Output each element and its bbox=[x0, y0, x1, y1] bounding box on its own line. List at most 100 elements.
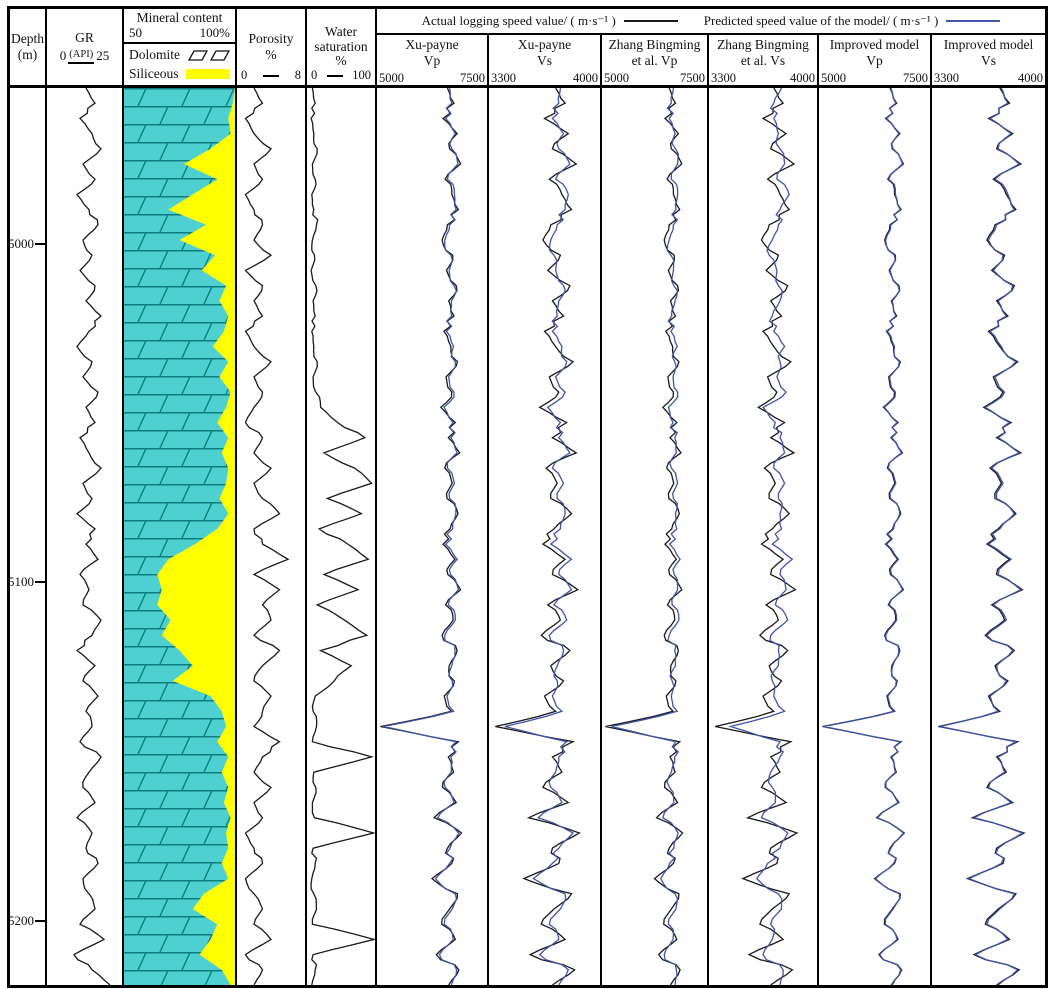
track-scale-max: 4000 bbox=[790, 70, 815, 85]
track-title-line1: Xu-payne bbox=[405, 37, 459, 52]
track-scale-min: 3300 bbox=[934, 70, 959, 85]
gr-track bbox=[47, 88, 124, 985]
zhang-vs-track bbox=[709, 88, 819, 985]
gr-plot bbox=[73, 88, 111, 985]
water-scale-min: 0 bbox=[311, 68, 318, 82]
depth-tick-mark bbox=[35, 919, 45, 922]
track-scale-max: 7500 bbox=[680, 70, 705, 85]
track-title-zhang-vp: Zhang Bingming et al. Vp 5000 7500 bbox=[602, 35, 709, 85]
depth-tick-mark bbox=[35, 242, 45, 245]
improved-model-vp-track bbox=[819, 88, 932, 985]
track-scale-max: 4000 bbox=[573, 70, 598, 85]
track-scale-max: 7500 bbox=[460, 70, 485, 85]
porosity-scale-min: 0 bbox=[241, 68, 248, 82]
mineral-scale-max: 100% bbox=[199, 24, 230, 40]
xu-payne-vp-track bbox=[377, 88, 489, 985]
water-unit: % bbox=[335, 53, 347, 69]
track-title-line2: Vs bbox=[536, 52, 552, 68]
depth-track: 5000 5100 5200 bbox=[10, 88, 47, 985]
track-title-line2: Vp bbox=[866, 52, 883, 68]
track-title-line1: Improved model bbox=[943, 37, 1034, 52]
track-scale-max: 7500 bbox=[903, 70, 928, 85]
track-title-line2: Vs bbox=[980, 52, 996, 68]
gr-header: GR 0 (API) 25 bbox=[47, 9, 124, 88]
track-scale-min: 3300 bbox=[491, 70, 516, 85]
siliceous-fill bbox=[157, 88, 235, 985]
actual-speed-legend-label: Actual logging speed value/ ( m·s⁻¹ ) bbox=[421, 13, 616, 28]
track-scale-min: 5000 bbox=[379, 70, 404, 85]
mineral-scale-min: 50 bbox=[129, 24, 142, 40]
improved-model-vs-track bbox=[932, 88, 1045, 985]
gr-scale: 0 (API) 25 bbox=[59, 48, 110, 64]
xu_vp-plot bbox=[380, 88, 463, 985]
track-title-line2: et al. Vp bbox=[631, 52, 678, 68]
track-scale-min: 5000 bbox=[821, 70, 846, 85]
mineral-content-track bbox=[124, 88, 237, 985]
mineral-track-plot bbox=[124, 88, 235, 985]
depth-tick-label: 5100 bbox=[10, 574, 34, 590]
gr-scale-line bbox=[68, 61, 95, 64]
depth-tick-label: 5200 bbox=[10, 912, 34, 928]
water-scale-line bbox=[326, 74, 343, 77]
zhang_vs-plot bbox=[715, 88, 799, 985]
porosity-scale-max: 8 bbox=[294, 68, 301, 82]
siliceous-swatch-icon bbox=[186, 68, 230, 79]
porosity-plot bbox=[244, 88, 290, 985]
improved_vs-plot bbox=[938, 88, 1026, 985]
xu_vs-plot bbox=[495, 88, 581, 985]
depth-tick-mark bbox=[35, 581, 45, 584]
water-scale: 0 100 bbox=[307, 68, 375, 83]
gr-scale-unit: (API) bbox=[69, 49, 94, 61]
zhang_vp-plot bbox=[605, 88, 684, 985]
water-saturation-track bbox=[307, 88, 377, 985]
dolomite-label: Dolomite bbox=[129, 47, 180, 63]
track-title-line1: Zhang Bingming bbox=[608, 37, 701, 52]
mineral-legend-box: Dolomite Siliceous bbox=[124, 41, 235, 85]
gr-scale-min: 0 bbox=[59, 48, 67, 64]
gr-title: GR bbox=[75, 30, 94, 46]
track-title-improved-vs: Improved model Vs 3300 4000 bbox=[932, 35, 1045, 85]
depth-header-unit: (m) bbox=[17, 47, 38, 62]
xu-payne-vs-track bbox=[489, 88, 602, 985]
porosity-header: Porosity % 0 8 bbox=[237, 9, 307, 88]
well-log-figure: Depth (m) GR 0 (API) 25 Mineral content bbox=[7, 6, 1048, 988]
predicted-speed-line-icon bbox=[946, 20, 1001, 22]
water_saturation-plot bbox=[310, 88, 375, 985]
actual-speed-legend-item: Actual logging speed value/ ( m·s⁻¹ ) bbox=[422, 13, 678, 29]
track-title-line2: Vp bbox=[423, 52, 441, 68]
track-title-improved-vp: Improved model Vp 5000 7500 bbox=[819, 35, 932, 85]
mineral-title: Mineral content bbox=[136, 10, 223, 25]
porosity-title: Porosity bbox=[248, 30, 294, 46]
depth-tick-label: 5000 bbox=[10, 235, 34, 251]
track-title-zhang-vs: Zhang Bingming et al. Vs 3300 4000 bbox=[709, 35, 819, 85]
porosity-scale: 0 8 bbox=[237, 68, 305, 83]
zhang-vp-track bbox=[602, 88, 709, 985]
water-title-1: Water bbox=[325, 23, 357, 39]
track-title-line1: Xu-payne bbox=[517, 37, 572, 52]
log-grid: Depth (m) GR 0 (API) 25 Mineral content bbox=[10, 9, 1045, 985]
track-title-line1: Zhang Bingming bbox=[717, 37, 809, 52]
improved_vp-plot bbox=[822, 88, 906, 985]
actual-speed-line-icon bbox=[623, 20, 678, 22]
gr-scale-max: 25 bbox=[96, 48, 110, 64]
track-title-xu-payne-vs: Xu-payne Vs 3300 4000 bbox=[489, 35, 602, 85]
velocity-header-block: Actual logging speed value/ ( m·s⁻¹ ) Pr… bbox=[377, 9, 1045, 88]
water-saturation-header: Water saturation % 0 100 bbox=[307, 9, 377, 88]
predicted-speed-legend-item: Predicted speed value of the model/ ( m·… bbox=[704, 13, 1001, 29]
track-scale-min: 3300 bbox=[711, 70, 736, 85]
porosity-scale-line bbox=[263, 74, 279, 77]
track-scale-min: 5000 bbox=[604, 70, 629, 85]
track-title-xu-payne-vp: Xu-payne Vp 5000 7500 bbox=[377, 35, 489, 85]
siliceous-label: Siliceous bbox=[129, 65, 179, 81]
speed-legend: Actual logging speed value/ ( m·s⁻¹ ) Pr… bbox=[377, 9, 1045, 35]
mineral-header: Mineral content 50 100% Dolomite Siliceo… bbox=[124, 9, 237, 88]
water-title-2: saturation bbox=[314, 38, 368, 54]
mineral-scale: 50 100% bbox=[124, 24, 235, 40]
porosity-unit: % bbox=[265, 47, 277, 62]
velocity-track-titles: Xu-payne Vp 5000 7500 Xu-payne Vs 3300 4… bbox=[377, 35, 1045, 85]
predicted-speed-legend-label: Predicted speed value of the model/ ( m·… bbox=[703, 13, 939, 28]
depth-header-label: Depth bbox=[11, 30, 44, 46]
track-title-line1: Improved model bbox=[829, 37, 920, 52]
porosity-track bbox=[237, 88, 307, 985]
depth-header: Depth (m) bbox=[10, 9, 47, 88]
